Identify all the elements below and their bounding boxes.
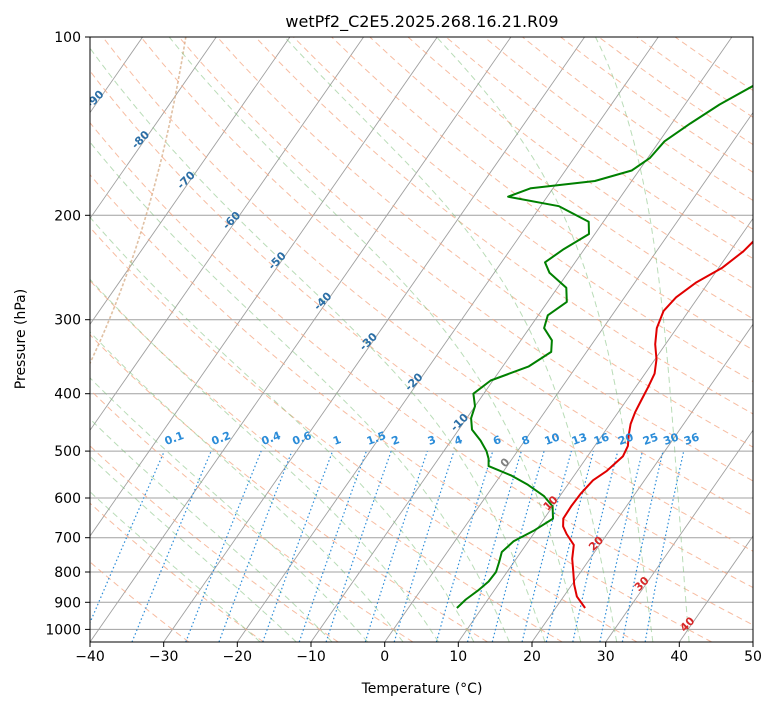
y-tick-label: 700	[54, 531, 81, 547]
x-tick-label: 20	[523, 649, 541, 665]
y-axis-label: Pressure (hPa)	[13, 289, 29, 389]
chart-title: wetPf2_C2E5.2025.268.16.21.R09	[285, 12, 558, 32]
x-tick-label: 10	[449, 649, 467, 665]
x-tick-label: 0	[380, 649, 389, 665]
x-tick-label: −40	[75, 649, 105, 665]
x-tick-label: −10	[296, 649, 326, 665]
y-tick-label: 600	[54, 491, 81, 507]
y-tick-label: 300	[54, 313, 81, 329]
y-tick-label: 900	[54, 595, 81, 611]
y-tick-label: 400	[54, 387, 81, 403]
x-axis-label: Temperature (°C)	[361, 681, 483, 697]
y-tick-label: 1000	[45, 622, 81, 638]
x-tick-label: 30	[597, 649, 615, 665]
x-tick-label: 50	[744, 649, 762, 665]
y-tick-label: 800	[54, 565, 81, 581]
x-tick-label: 40	[670, 649, 688, 665]
x-tick-label: −30	[149, 649, 179, 665]
y-tick-label: 200	[54, 208, 81, 224]
x-tick-label: −20	[223, 649, 253, 665]
y-tick-label: 100	[54, 30, 81, 46]
y-tick-label: 500	[54, 444, 81, 460]
